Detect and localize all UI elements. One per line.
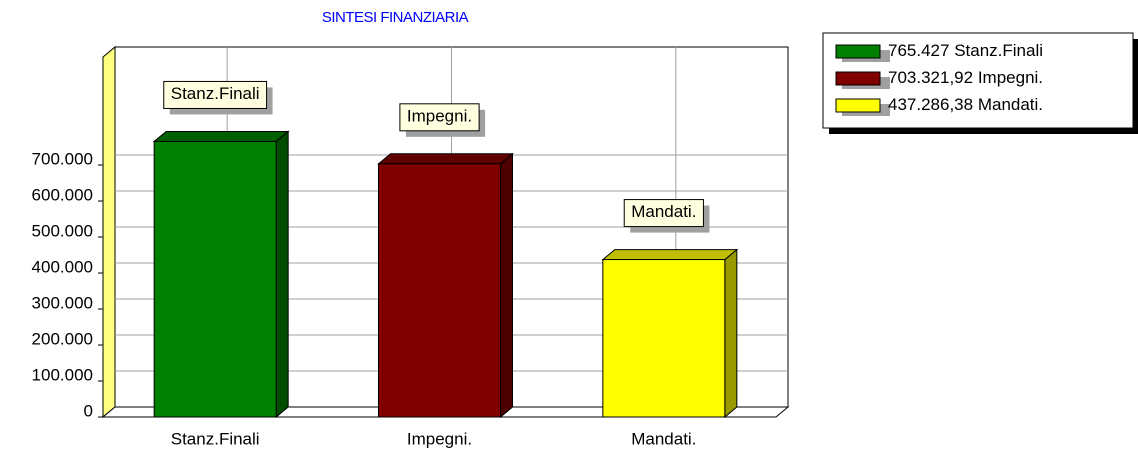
y-tick-label: 0 — [84, 401, 93, 420]
legend-label: 765.427 Stanz.Finali — [888, 41, 1043, 60]
y-tick-label: 700.000 — [32, 149, 93, 168]
legend-name: Stanz.Finali — [954, 41, 1043, 60]
y-tick-label: 400.000 — [32, 257, 93, 276]
legend-value: 437.286,38 — [888, 95, 973, 114]
left-wall — [102, 45, 116, 419]
legend-value: 703.321,92 — [888, 68, 973, 87]
bar-side — [275, 130, 289, 419]
annotation-label: Mandati. — [631, 202, 696, 221]
legend-swatch — [835, 71, 881, 86]
x-tick-label: Impegni. — [407, 429, 472, 448]
y-tick-label: 600.000 — [32, 185, 93, 204]
legend-swatch — [835, 44, 881, 59]
annotation: Stanz.Finali — [163, 80, 273, 115]
bar-top — [377, 153, 514, 165]
y-tick-label: 200.000 — [32, 329, 93, 348]
bar — [602, 259, 726, 418]
chart-title: SINTESI FINANZIARIA — [322, 9, 469, 26]
y-tick-label: 100.000 — [32, 365, 93, 384]
annotation-box — [163, 80, 268, 109]
legend-swatch — [835, 98, 881, 113]
legend-label: 703.321,92 Impegni. — [888, 68, 1043, 87]
bar-top — [601, 249, 739, 261]
legend-label: 437.286,38 Mandati. — [888, 95, 1043, 114]
x-tick-label: Stanz.Finali — [171, 429, 260, 448]
annotation-label: Stanz.Finali — [171, 84, 260, 103]
y-tick-label: 500.000 — [32, 221, 93, 240]
y-tick-label: 300.000 — [32, 293, 93, 312]
bar-top — [152, 130, 290, 142]
legend-name: Impegni. — [978, 68, 1043, 87]
bar — [378, 163, 501, 418]
annotation-label: Impegni. — [407, 106, 472, 125]
bar-side — [724, 248, 738, 419]
legend-name: Mandati. — [978, 95, 1043, 114]
annotation-box — [399, 103, 480, 132]
x-tick-label: Mandati. — [631, 429, 696, 448]
annotation: Mandati. — [623, 199, 710, 233]
annotation: Impegni. — [399, 103, 486, 137]
bar — [153, 140, 277, 418]
legend-value: 765.427 — [888, 41, 949, 60]
annotation-box — [623, 199, 704, 228]
bar-side — [500, 152, 513, 419]
